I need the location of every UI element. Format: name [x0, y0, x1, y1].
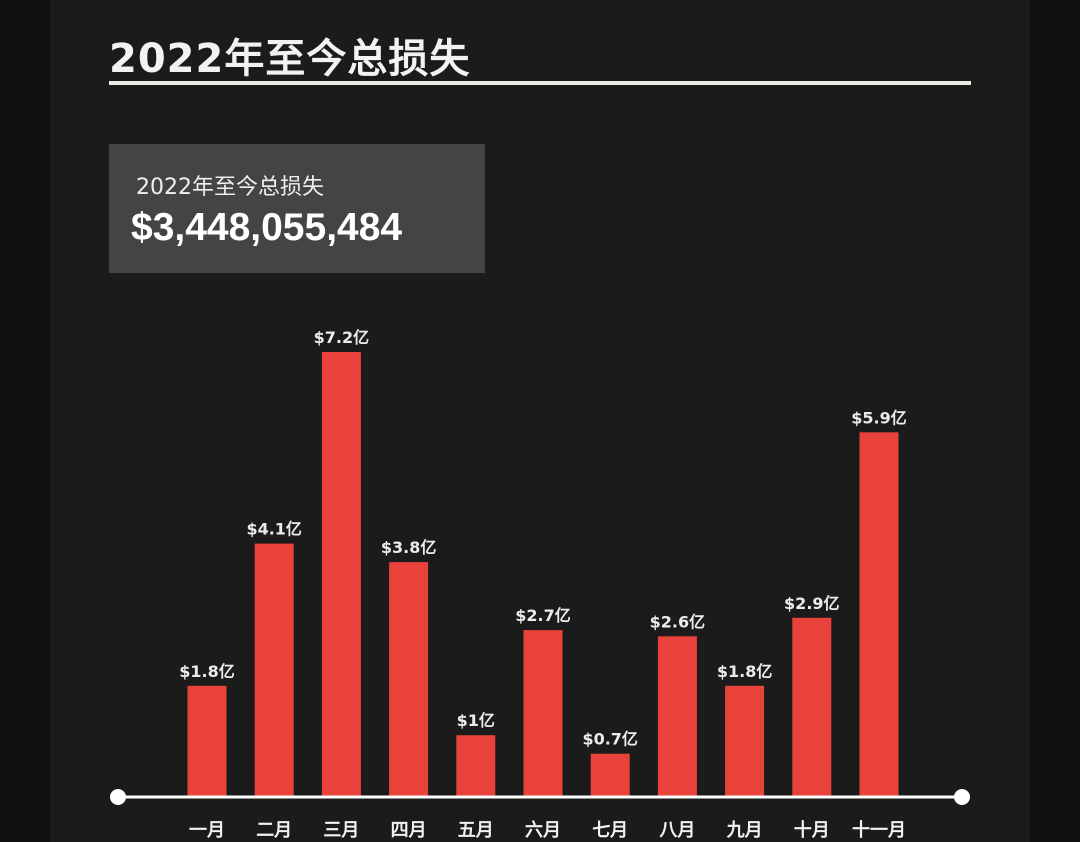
total-loss-value: $3,448,055,484: [131, 206, 403, 249]
title-divider: [109, 81, 971, 85]
category-labels-group: 一月 二月 三月 四月 五月 六月 七月 八月 九月 十月 十一月: [189, 819, 906, 841]
bar-1: [187, 685, 227, 798]
category-label-4: 四月: [391, 820, 427, 841]
bar-3: [321, 352, 361, 797]
bar-7: [590, 753, 630, 797]
data-label-8: $2.6亿: [650, 612, 705, 631]
category-label-11: 十一月: [852, 819, 906, 841]
axis-right-dot: [954, 789, 970, 805]
bar-6: [523, 630, 563, 797]
data-label-5: $1亿: [457, 711, 495, 730]
bar-8: [657, 636, 697, 797]
bar-11: [859, 432, 899, 797]
data-label-2: $4.1亿: [246, 520, 301, 539]
bar-10: [792, 617, 832, 797]
bar-2: [254, 543, 294, 797]
data-label-10: $2.9亿: [784, 594, 839, 613]
page-title: 2022年至今总损失: [109, 36, 471, 82]
data-label-11: $5.9亿: [851, 408, 906, 427]
category-label-3: 三月: [323, 820, 359, 841]
total-loss-label: 2022年至今总损失: [136, 175, 324, 200]
axis-left-dot: [110, 789, 126, 805]
bars-group: $1.8亿 $4.1亿 $7.2亿 $3.8亿 $1亿 $2.7亿 $0.7亿 $2.6亿 $1…: [179, 328, 907, 798]
bar-4: [389, 562, 429, 797]
data-label-1: $1.8亿: [179, 662, 234, 681]
category-label-5: 五月: [458, 820, 494, 841]
category-label-10: 十月: [794, 819, 830, 841]
category-label-6: 六月: [525, 819, 561, 841]
total-loss-card: 2022年至今总损失 $3,448,055,484: [109, 144, 485, 273]
data-label-3: $7.2亿: [314, 328, 369, 347]
category-label-8: 八月: [659, 820, 695, 841]
bar-9: [725, 685, 765, 798]
category-label-1: 一月: [189, 820, 225, 841]
data-label-9: $1.8亿: [717, 662, 772, 681]
category-label-2: 二月: [256, 820, 292, 841]
data-label-6: $2.7亿: [515, 606, 570, 625]
data-label-7: $0.7亿: [582, 730, 637, 749]
bar-5: [456, 735, 496, 797]
category-label-7: 七月: [592, 820, 628, 841]
category-label-9: 九月: [726, 820, 763, 841]
data-label-4: $3.8亿: [381, 538, 436, 557]
